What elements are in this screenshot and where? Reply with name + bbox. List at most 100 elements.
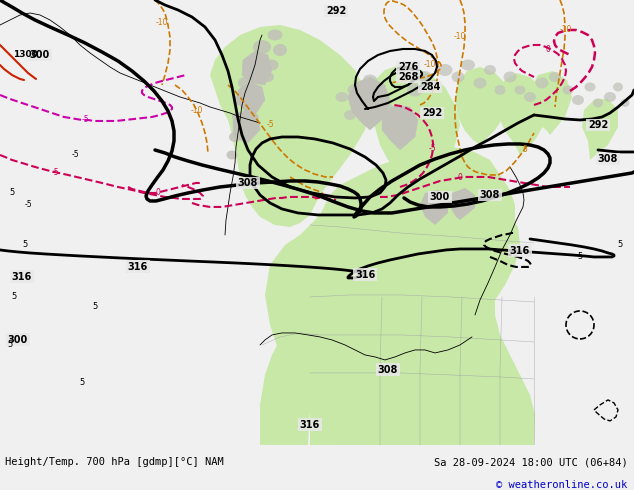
Text: 300: 300 xyxy=(8,335,28,345)
Text: -5: -5 xyxy=(428,145,436,153)
Polygon shape xyxy=(237,82,265,115)
Ellipse shape xyxy=(226,150,238,159)
Ellipse shape xyxy=(613,82,623,92)
Ellipse shape xyxy=(418,71,432,83)
Text: 5: 5 xyxy=(93,302,98,312)
Ellipse shape xyxy=(242,59,257,71)
Text: 308: 308 xyxy=(598,154,618,164)
Text: 5: 5 xyxy=(11,293,16,301)
Text: -5: -5 xyxy=(71,150,79,159)
Ellipse shape xyxy=(474,77,486,89)
Ellipse shape xyxy=(593,98,603,107)
Ellipse shape xyxy=(429,80,441,90)
Ellipse shape xyxy=(515,85,526,95)
Ellipse shape xyxy=(407,83,423,97)
Polygon shape xyxy=(382,105,418,150)
Text: 5: 5 xyxy=(22,241,28,249)
Text: -10: -10 xyxy=(156,19,168,27)
Ellipse shape xyxy=(378,101,392,113)
Ellipse shape xyxy=(604,92,616,102)
Ellipse shape xyxy=(451,72,465,82)
Text: -10: -10 xyxy=(454,32,466,42)
Ellipse shape xyxy=(233,95,247,105)
Text: 316: 316 xyxy=(300,420,320,430)
Ellipse shape xyxy=(401,70,415,80)
Ellipse shape xyxy=(238,77,252,89)
Text: © weatheronline.co.uk: © weatheronline.co.uk xyxy=(496,480,628,490)
Text: 292: 292 xyxy=(422,108,442,118)
Text: -10: -10 xyxy=(191,106,203,116)
Text: 300: 300 xyxy=(430,192,450,202)
Text: 316: 316 xyxy=(12,272,32,282)
Ellipse shape xyxy=(503,72,517,82)
Ellipse shape xyxy=(351,98,369,112)
Text: 5: 5 xyxy=(10,189,15,197)
Polygon shape xyxy=(265,145,535,445)
Polygon shape xyxy=(450,188,475,220)
Text: 5: 5 xyxy=(522,146,527,154)
Text: 1300: 1300 xyxy=(13,50,37,59)
Ellipse shape xyxy=(273,44,287,56)
Ellipse shape xyxy=(585,82,595,92)
Ellipse shape xyxy=(363,74,377,85)
Text: -5: -5 xyxy=(51,169,59,177)
Polygon shape xyxy=(420,190,448,225)
Polygon shape xyxy=(530,71,572,135)
Text: 308: 308 xyxy=(378,365,398,375)
Ellipse shape xyxy=(335,92,349,102)
Text: 5: 5 xyxy=(8,341,13,349)
Ellipse shape xyxy=(562,85,574,95)
Text: 5: 5 xyxy=(618,241,623,249)
Text: Height/Temp. 700 hPa [gdmp][°C] NAM: Height/Temp. 700 hPa [gdmp][°C] NAM xyxy=(5,457,224,467)
Ellipse shape xyxy=(229,132,241,142)
Ellipse shape xyxy=(484,65,496,75)
Polygon shape xyxy=(260,330,318,445)
Text: 0: 0 xyxy=(458,173,462,182)
Polygon shape xyxy=(582,99,618,160)
Polygon shape xyxy=(497,73,548,155)
Polygon shape xyxy=(210,25,370,227)
Ellipse shape xyxy=(536,77,548,89)
Ellipse shape xyxy=(549,72,561,82)
Polygon shape xyxy=(370,65,460,187)
Ellipse shape xyxy=(524,92,536,102)
Ellipse shape xyxy=(344,110,356,120)
Polygon shape xyxy=(455,67,510,145)
Text: 316: 316 xyxy=(510,246,530,256)
Text: 0: 0 xyxy=(155,189,160,197)
Text: 276: 276 xyxy=(398,62,418,72)
Ellipse shape xyxy=(495,85,505,95)
Ellipse shape xyxy=(437,64,453,76)
Text: -10: -10 xyxy=(560,25,573,34)
Text: 308: 308 xyxy=(238,178,258,188)
Polygon shape xyxy=(233,110,260,143)
Text: 284: 284 xyxy=(420,82,440,92)
Text: 292: 292 xyxy=(326,6,346,16)
Text: Sa 28-09-2024 18:00 UTC (06+84): Sa 28-09-2024 18:00 UTC (06+84) xyxy=(434,457,628,467)
Polygon shape xyxy=(340,350,435,445)
Text: 5: 5 xyxy=(578,252,583,262)
Text: -5: -5 xyxy=(266,121,274,129)
Ellipse shape xyxy=(621,99,630,107)
Text: 300: 300 xyxy=(30,50,50,60)
Text: 292: 292 xyxy=(588,120,608,130)
Ellipse shape xyxy=(347,84,363,96)
Polygon shape xyxy=(464,213,520,320)
Text: 316: 316 xyxy=(128,262,148,272)
Ellipse shape xyxy=(262,72,274,82)
Ellipse shape xyxy=(232,112,244,122)
Ellipse shape xyxy=(253,40,271,54)
Ellipse shape xyxy=(572,95,584,105)
Text: 268: 268 xyxy=(398,72,418,82)
Text: -5: -5 xyxy=(24,200,32,209)
Text: 308: 308 xyxy=(480,190,500,200)
Ellipse shape xyxy=(268,29,283,41)
Text: -10: -10 xyxy=(424,60,436,70)
Polygon shape xyxy=(242,51,272,85)
Text: 5: 5 xyxy=(79,378,84,388)
Polygon shape xyxy=(435,297,478,445)
Ellipse shape xyxy=(461,59,475,71)
Ellipse shape xyxy=(367,89,383,101)
Text: 316: 316 xyxy=(355,270,375,280)
Text: 0: 0 xyxy=(546,46,550,54)
